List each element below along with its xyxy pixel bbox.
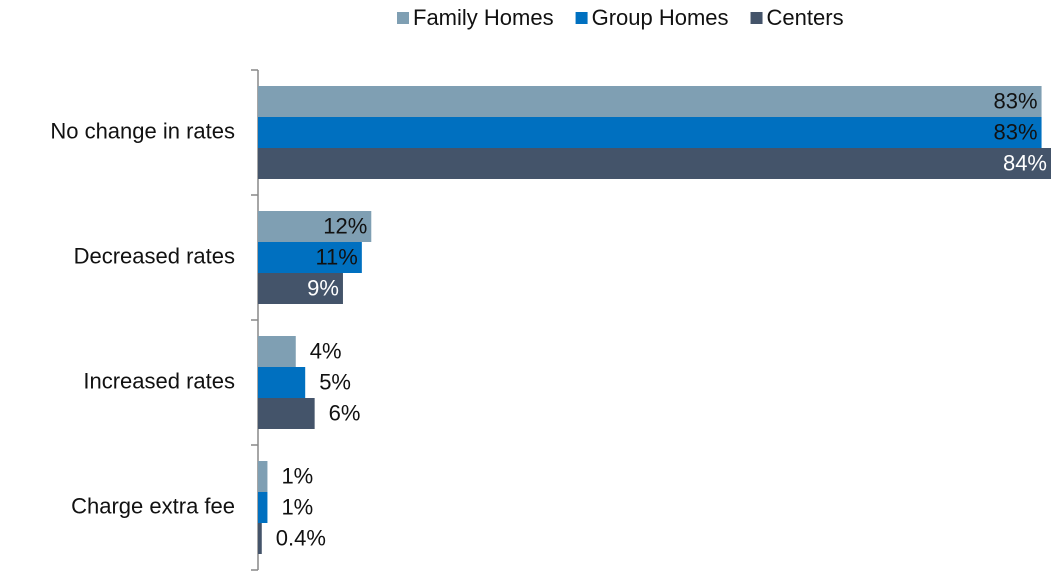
bar (258, 492, 268, 523)
data-label: 12% (323, 213, 367, 238)
bar (258, 273, 343, 304)
data-label: 9% (307, 275, 339, 300)
bar (258, 398, 315, 429)
legend-swatch (750, 12, 763, 24)
category-label: No change in rates (50, 118, 235, 143)
legend-swatch (575, 12, 588, 24)
data-label: 1% (281, 463, 313, 488)
bar (258, 367, 306, 398)
data-label: 1% (281, 494, 313, 519)
data-label: 4% (310, 338, 342, 363)
category-label: Decreased rates (74, 243, 235, 268)
category-label: Increased rates (83, 368, 235, 393)
legend-swatch (397, 12, 409, 24)
data-label: 0.4% (276, 525, 326, 550)
data-label: 5% (319, 369, 351, 394)
bar (258, 461, 268, 492)
category-label: Charge extra fee (71, 493, 235, 518)
data-label: 6% (329, 400, 361, 425)
bar (258, 86, 1042, 117)
bar (258, 148, 1051, 179)
data-label: 83% (994, 119, 1038, 144)
legend-label: Family Homes (413, 5, 554, 30)
legend-label: Group Homes (592, 5, 729, 30)
data-label: 84% (1003, 150, 1047, 175)
bar (258, 523, 262, 554)
bar (258, 336, 296, 367)
bar (258, 242, 362, 273)
legend-label: Centers (767, 5, 844, 30)
data-label: 83% (994, 88, 1038, 113)
data-label: 11% (315, 244, 357, 269)
bar (258, 211, 372, 242)
bar (258, 117, 1042, 148)
